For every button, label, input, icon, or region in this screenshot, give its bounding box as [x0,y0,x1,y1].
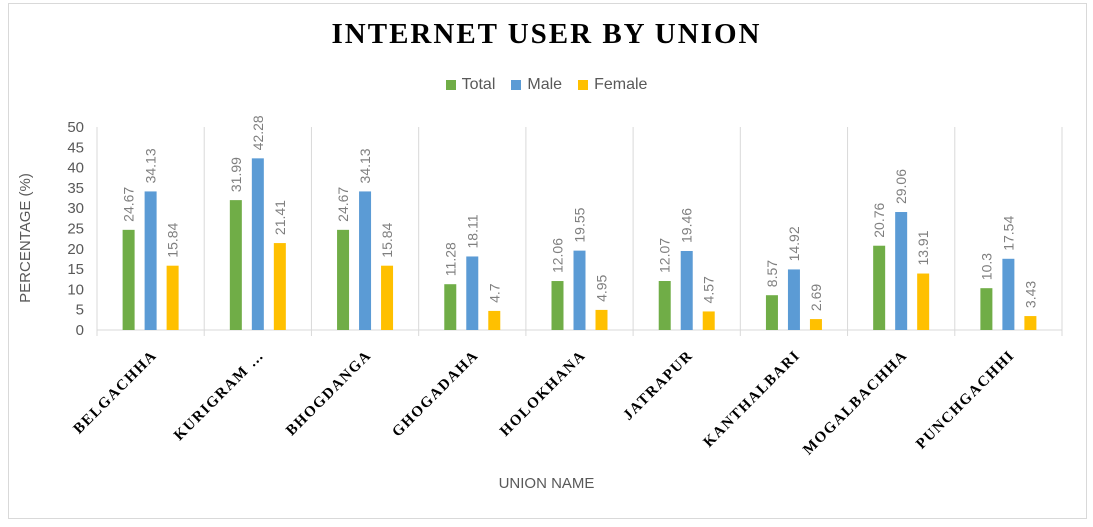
x-tick-label: KANTHALBARI [701,348,804,451]
data-label-total: 24.67 [121,187,137,222]
y-tick-label: 35 [67,180,84,197]
y-tick-label: 45 [67,139,84,156]
data-label-male: 34.13 [357,148,373,183]
data-label-female: 4.7 [486,283,502,303]
data-label-total: 11.28 [442,242,458,276]
bar-male [680,250,693,330]
data-label-female: 2.69 [808,284,824,311]
y-tick-label: 40 [67,160,84,177]
bar-male [466,256,479,330]
legend-label-male: Male [527,76,563,93]
legend-item-male: Male [511,76,562,94]
y-tick-label: 10 [67,281,84,298]
x-axis-label: UNION NAME [498,475,595,492]
legend-item-total: Total [445,76,496,94]
bar-female [702,311,715,330]
x-tick-label: GHOGADAHA [389,348,482,441]
data-label-male: 17.54 [1000,216,1016,251]
y-axis-label-text: PERCENTAGE (%) [16,173,34,303]
legend-label-female: Female [594,76,648,93]
y-tick-label: 0 [76,322,84,339]
legend: Total Male Female [0,76,1093,94]
data-label-female: 15.84 [379,222,395,257]
x-tick-label: PUNCHGACHHI [913,348,1018,453]
chart-title: INTERNET USER BY UNION [331,18,762,50]
data-label-male: 29.06 [893,169,909,204]
x-tick-label: MOGALBACHHA [800,348,911,459]
bar-total [873,245,886,330]
data-label-female: 4.57 [701,276,717,303]
bar-total [551,281,564,330]
bar-male [251,158,264,330]
data-label-female: 3.43 [1022,281,1038,308]
data-label-male: 19.55 [572,207,588,242]
bar-male [359,191,372,330]
y-tick-label: 50 [67,119,84,136]
legend-swatch-female [578,80,589,90]
data-label-female: 13.91 [915,230,931,265]
data-label-total: 12.06 [550,238,566,273]
bar-female [809,319,822,330]
bar-female [381,265,394,330]
y-tick-label: 5 [76,302,84,319]
data-label-total: 31.99 [228,157,244,192]
data-label-female: 21.41 [272,200,288,235]
bar-male [1002,258,1015,330]
data-label-female: 15.84 [165,222,181,257]
data-label-total: 8.57 [764,260,780,287]
legend-label-total: Total [461,76,496,93]
y-tick-label: 15 [67,261,84,278]
bar-male [144,191,157,330]
bar-total [980,288,993,330]
x-tick-label: BELGACHHA [71,348,161,438]
bar-female [595,309,608,330]
bar-total [122,229,135,330]
data-label-male: 42.28 [250,115,266,150]
x-tick-label: KURIGRAM … [171,348,267,444]
bar-female [273,243,286,330]
bar-total [337,229,350,330]
bar-male [787,269,800,330]
bar-female [166,265,179,330]
legend-swatch-total [445,80,456,90]
data-label-male: 19.46 [679,208,695,243]
data-label-total: 24.67 [335,187,351,222]
data-label-female: 4.95 [594,274,610,301]
x-tick-label: BHOGDANGA [283,348,375,440]
x-tick-label: JATRAPUR [620,348,696,424]
bar-total [658,280,671,330]
data-label-male: 14.92 [786,226,802,261]
bar-male [895,212,908,330]
y-axis-label: PERCENTAGE (%) [17,173,34,303]
bar-male [573,250,586,330]
data-label-male: 34.13 [143,148,159,183]
data-label-total: 10.3 [978,253,994,280]
legend-item-female: Female [578,76,647,94]
bar-female [488,310,501,330]
y-tick-label: 25 [67,221,84,238]
y-tick-label: 20 [67,241,84,258]
data-label-total: 20.76 [871,202,887,237]
bar-total [765,295,778,330]
x-tick-label: HOLOKHANA [497,348,589,440]
legend-swatch-male [511,80,522,90]
data-label-total: 12.07 [657,238,673,273]
y-tick-label: 30 [67,200,84,217]
data-label-male: 18.11 [464,214,480,248]
bar-female [917,273,930,330]
bar-female [1024,316,1037,330]
bar-total [444,284,457,330]
bar-total [229,200,242,330]
